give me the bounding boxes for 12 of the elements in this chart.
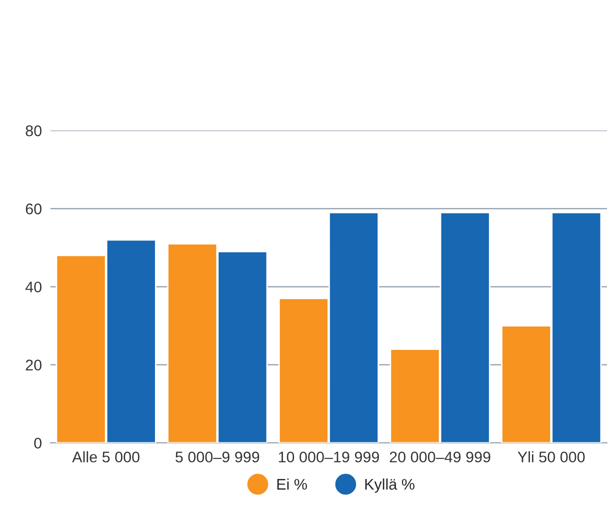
- x-tick-label: Yli 50 000: [518, 451, 585, 462]
- x-tick-label: 10 000–19 999: [278, 452, 379, 462]
- x-tick-label: Alle 5 000: [72, 451, 140, 462]
- y-tick-label: 40: [25, 282, 42, 292]
- legend-label: Kyllä %: [365, 478, 414, 493]
- x-tick-label: 20 000–49 999: [390, 452, 490, 462]
- y-tick-label: 60: [26, 204, 42, 214]
- x-tick-label: 5 000–9 999: [176, 452, 260, 462]
- y-tick-label: 0: [34, 438, 42, 449]
- y-tick-label: 20: [26, 360, 42, 370]
- legend-label: Ei %: [277, 478, 307, 490]
- y-tick-label: 80: [26, 125, 42, 136]
